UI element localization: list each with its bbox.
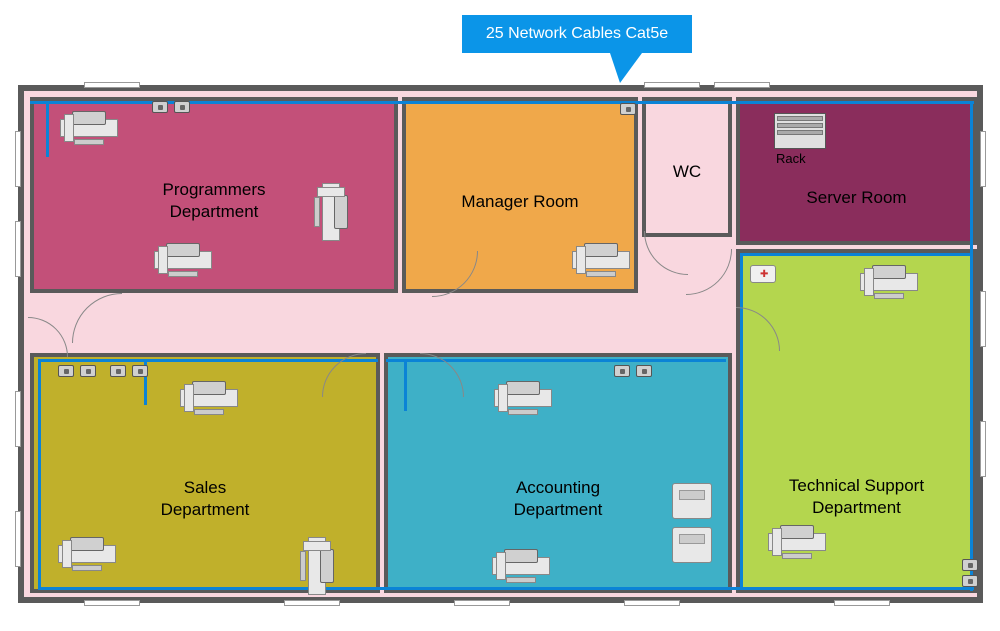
network-jack-icon <box>58 365 74 377</box>
window-mark <box>15 221 21 277</box>
room-label-techsupport: Technical SupportDepartment <box>740 475 973 519</box>
callout-tail-icon <box>610 53 642 83</box>
room-label-server: Server Room <box>740 187 973 209</box>
network-jack-icon <box>152 101 168 113</box>
network-jack-icon <box>620 103 636 115</box>
rack-label: Rack <box>776 151 806 166</box>
cable-run <box>38 587 974 590</box>
window-mark <box>980 131 986 187</box>
cable-run <box>38 359 41 587</box>
window-mark <box>284 600 340 606</box>
cable-callout: 25 Network Cables Cat5e <box>462 15 692 80</box>
network-jack-icon <box>636 365 652 377</box>
network-jack-icon <box>80 365 96 377</box>
room-label-sales: SalesDepartment <box>34 477 376 521</box>
printer-icon <box>672 483 712 519</box>
window-mark <box>84 600 140 606</box>
window-mark <box>834 600 890 606</box>
cable-run <box>38 359 378 362</box>
cable-run <box>404 359 407 411</box>
window-mark <box>15 511 21 567</box>
window-mark <box>714 82 770 88</box>
window-mark <box>980 291 986 347</box>
cable-run <box>30 101 974 104</box>
router-icon: ✚ <box>750 265 776 283</box>
room-wc: WC <box>642 97 732 237</box>
window-mark <box>84 82 140 88</box>
network-jack-icon <box>962 559 978 571</box>
printer-icon <box>672 527 712 563</box>
window-mark <box>454 600 510 606</box>
window-mark <box>15 391 21 447</box>
floorplan: ProgrammersDepartmentManager RoomWCServe… <box>18 85 983 603</box>
cable-run <box>740 253 972 256</box>
window-mark <box>624 600 680 606</box>
room-label-manager: Manager Room <box>406 191 634 213</box>
network-jack-icon <box>132 365 148 377</box>
cable-run <box>970 101 973 591</box>
cable-run <box>740 253 743 589</box>
network-jack-icon <box>962 575 978 587</box>
cable-run <box>46 101 49 157</box>
window-mark <box>644 82 700 88</box>
network-jack-icon <box>110 365 126 377</box>
server-rack <box>774 113 826 149</box>
network-jack-icon <box>174 101 190 113</box>
room-label-wc: WC <box>646 161 728 183</box>
network-jack-icon <box>614 365 630 377</box>
window-mark <box>980 421 986 477</box>
room-server: Server Room <box>736 97 977 245</box>
window-mark <box>15 131 21 187</box>
callout-text: 25 Network Cables Cat5e <box>462 15 692 53</box>
